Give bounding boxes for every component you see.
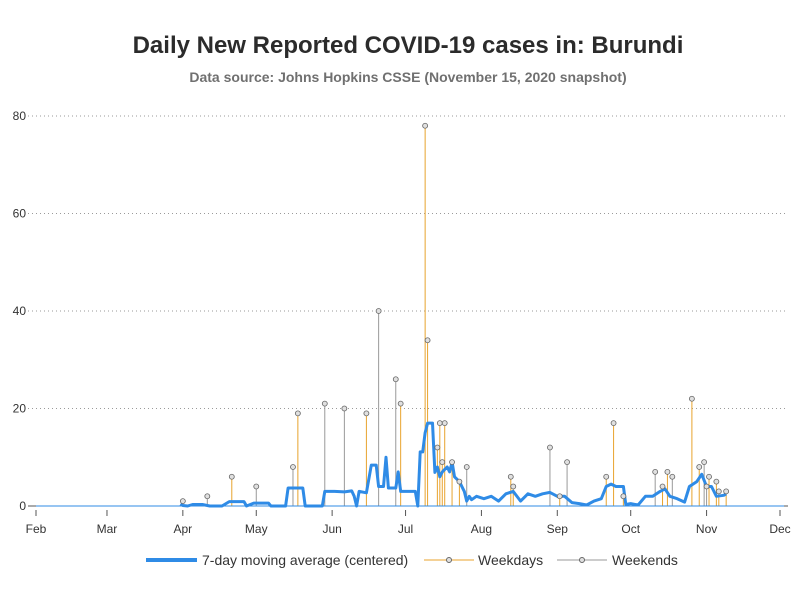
moving-average-line [179, 421, 727, 508]
weekend-marker [703, 483, 710, 490]
chart-subtitle: Data source: Johns Hopkins CSSE (Novembe… [189, 69, 626, 85]
x-tick-label: Sep [547, 522, 569, 536]
weekday-marker [688, 395, 695, 402]
legend-weekends-label: Weekends [612, 552, 678, 568]
legend-weekdays-marker [446, 557, 452, 563]
x-tick-label: Jun [322, 522, 341, 536]
weekday-marker [715, 488, 722, 495]
weekend-marker [392, 376, 399, 383]
weekday-marker [510, 483, 517, 490]
chart-title: Daily New Reported COVID-19 cases in: Bu… [133, 32, 684, 59]
legend-moving-average-label: 7-day moving average (centered) [202, 552, 408, 568]
x-tick-label: Mar [97, 522, 118, 536]
weekend-marker [290, 464, 296, 470]
legend-weekdays-label: Weekdays [478, 552, 543, 568]
daily-case-markers [179, 122, 730, 505]
moving-average-layer [36, 421, 784, 508]
weekend-marker [547, 444, 553, 451]
daily-case-stems [182, 125, 727, 506]
x-tick-label: Dec [769, 522, 790, 536]
legend-weekends-marker [579, 557, 585, 563]
weekend-marker [253, 483, 260, 490]
weekend-marker [341, 405, 348, 412]
legend: 7-day moving average (centered) Weekdays… [146, 552, 678, 568]
weekday-marker [706, 473, 712, 480]
y-axis-ticks: 0 20 40 60 80 [13, 109, 27, 513]
gridlines [28, 115, 788, 409]
weekday-marker [363, 410, 370, 417]
weekend-marker [321, 400, 328, 407]
weekend-marker [375, 308, 382, 314]
weekday-marker [436, 420, 443, 427]
y-tick-label: 40 [13, 304, 27, 318]
weekday-marker [456, 478, 463, 485]
y-tick-label: 0 [19, 499, 26, 513]
weekday-marker [228, 473, 235, 480]
x-tick-label: May [245, 522, 268, 536]
weekday-marker [439, 459, 446, 466]
x-tick-label: Apr [173, 522, 192, 536]
weekday-marker [556, 493, 563, 500]
weekday-marker [449, 459, 455, 466]
weekday-marker [422, 122, 429, 129]
weekday-marker [294, 410, 301, 417]
weekday-marker [620, 493, 627, 500]
weekday-marker [441, 420, 448, 427]
weekday-marker [603, 473, 610, 480]
weekday-marker [696, 464, 703, 470]
y-tick-label: 60 [13, 207, 27, 221]
x-tick-label: Aug [471, 522, 492, 536]
weekend-marker [179, 498, 186, 505]
x-axis: Feb Mar Apr May Jun Jul Aug Sep Oct Nov Dec [26, 505, 791, 536]
x-tick-label: Feb [26, 522, 47, 536]
weekend-marker [701, 459, 708, 466]
weekday-marker [713, 478, 720, 485]
weekend-marker [652, 468, 659, 475]
weekend-marker [669, 473, 676, 480]
weekday-marker [434, 444, 441, 451]
weekend-marker [204, 493, 211, 500]
y-tick-label: 20 [13, 402, 27, 416]
weekday-marker [424, 337, 431, 344]
x-tick-label: Nov [696, 522, 717, 536]
weekday-marker [723, 488, 730, 495]
weekend-marker [463, 464, 470, 470]
y-tick-label: 80 [13, 109, 27, 123]
weekday-marker [507, 473, 514, 480]
weekday-marker [664, 468, 671, 475]
weekday-marker [397, 400, 404, 407]
x-tick-label: Oct [621, 522, 640, 536]
x-tick-label: Jul [398, 522, 413, 536]
weekday-marker [610, 420, 617, 427]
weekday-marker [659, 483, 666, 490]
weekend-marker [564, 459, 570, 466]
